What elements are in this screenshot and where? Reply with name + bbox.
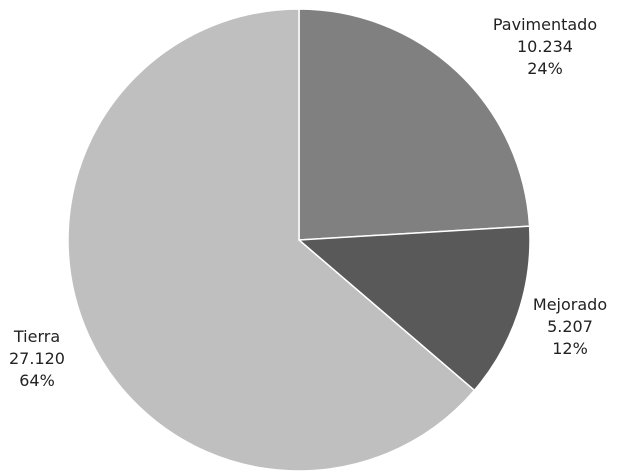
pie-slice-mejorado [297, 225, 531, 392]
label-pavimentado-value: 10.234 [517, 37, 573, 56]
label-mejorado-name: Mejorado [532, 295, 608, 314]
label-tierra: Tierra 27.120 64% [2, 326, 72, 392]
label-tierra-value: 27.120 [9, 349, 65, 368]
label-mejorado-value: 5.207 [547, 317, 593, 336]
label-mejorado: Mejorado 5.207 12% [525, 294, 615, 360]
label-pavimentado: Pavimentado 10.234 24% [480, 14, 610, 80]
label-tierra-percent: 64% [19, 371, 55, 390]
label-mejorado-percent: 12% [552, 339, 588, 358]
pie-slice-tierra [67, 8, 476, 471]
label-pavimentado-percent: 24% [527, 59, 563, 78]
label-tierra-name: Tierra [13, 327, 61, 346]
label-pavimentado-name: Pavimentado [492, 15, 598, 34]
pie-slice-pavimentado [298, 8, 531, 241]
